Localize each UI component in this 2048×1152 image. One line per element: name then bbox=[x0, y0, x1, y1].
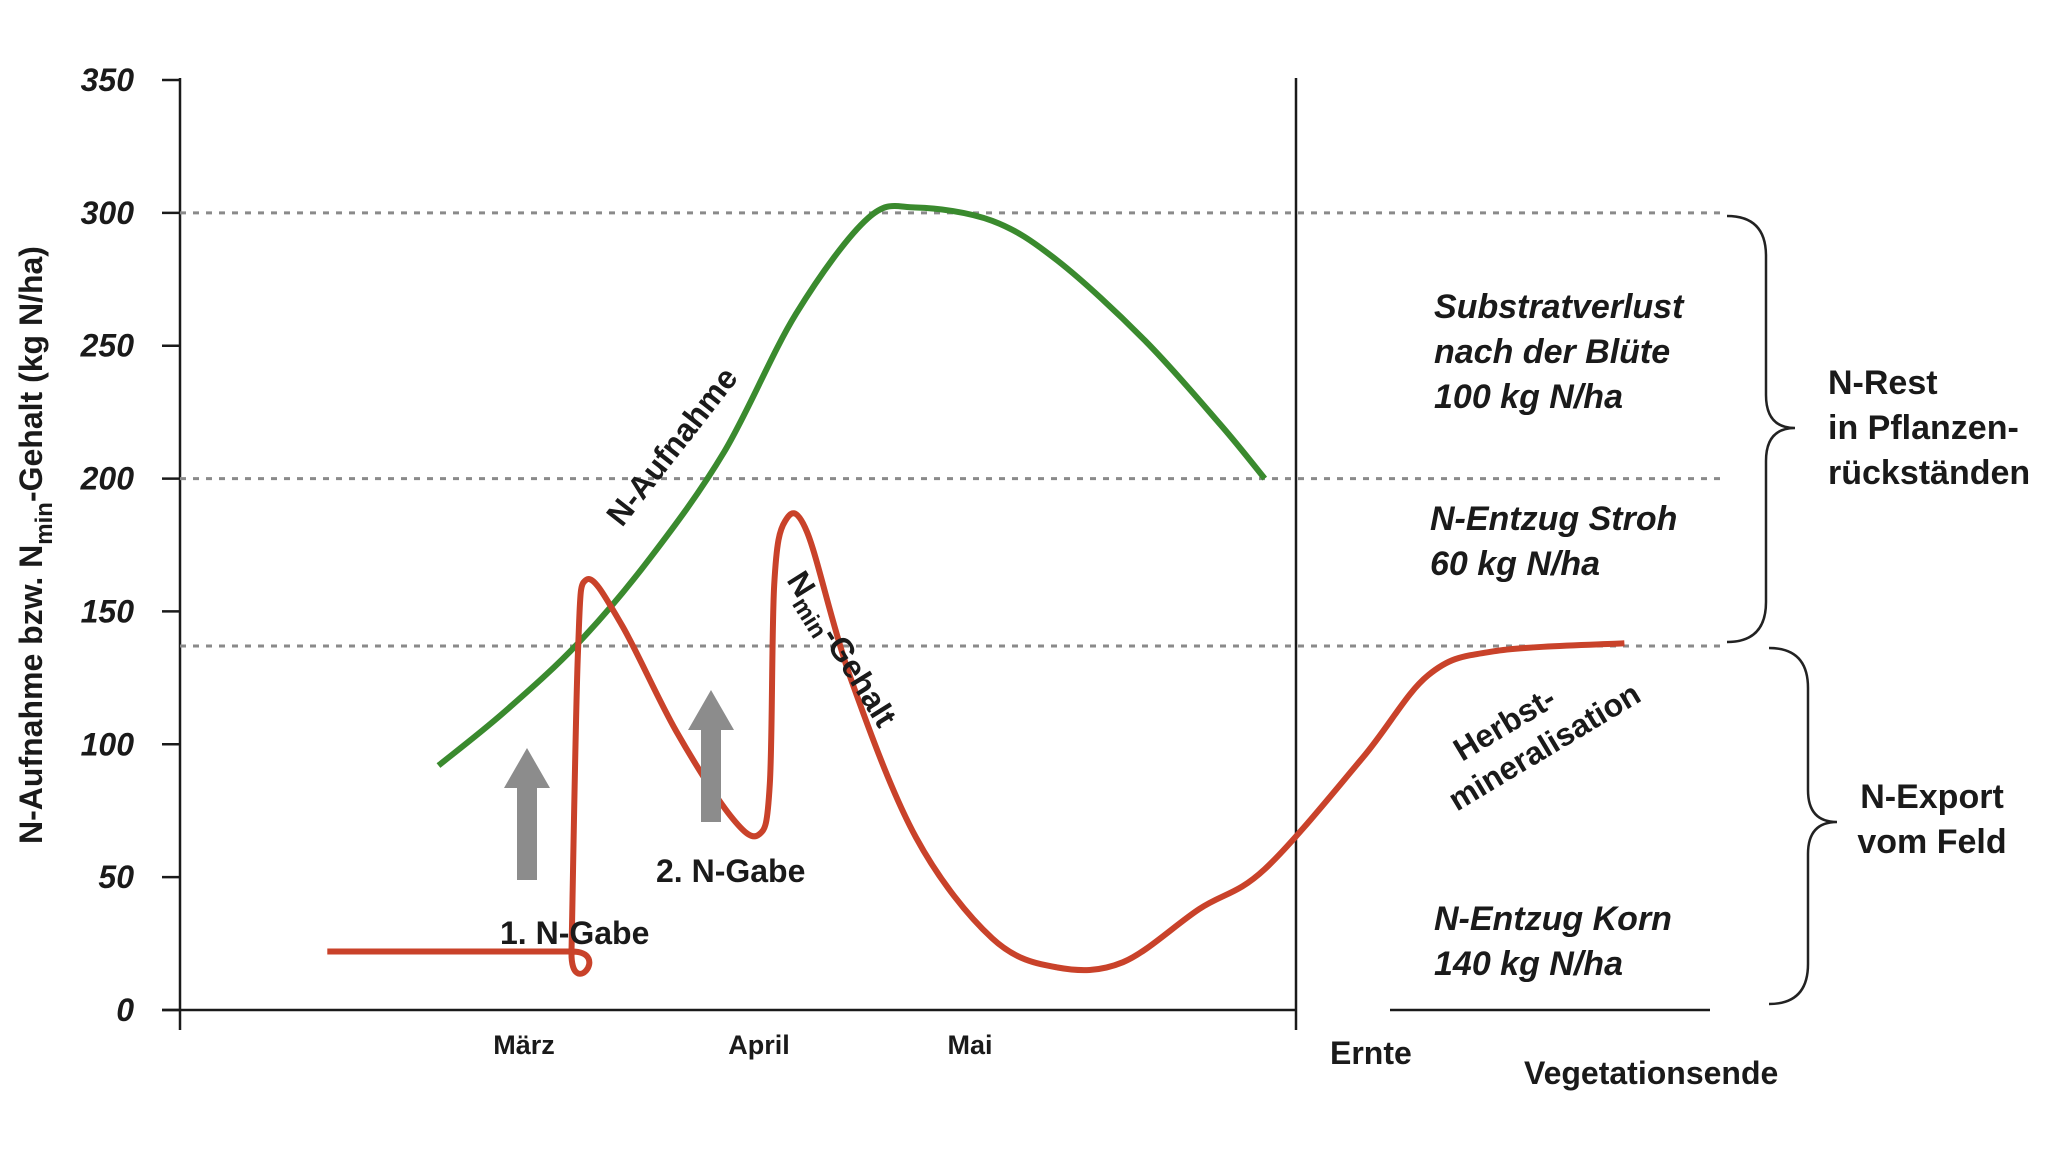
grain-uptake-label: N-Entzug Korn 140 kg N/ha bbox=[1434, 900, 1672, 983]
y-tick-label-150: 150 bbox=[81, 593, 135, 629]
fertilizer-arrow-1 bbox=[504, 748, 550, 880]
y-tick-label-0: 0 bbox=[116, 992, 134, 1028]
substrate-loss-label: Substratverlust nach der Blüte 100 kg N/ha bbox=[1434, 288, 1685, 416]
straw-uptake-label: N-Entzug Stroh 60 kg N/ha bbox=[1430, 500, 1677, 583]
n-export-brace bbox=[1768, 646, 1838, 1006]
second-n-application-label: 2. N-Gabe bbox=[656, 853, 805, 889]
n-rest-brace bbox=[1726, 214, 1796, 644]
n-export-label: N-Export vom Feld bbox=[1857, 778, 2006, 861]
month-label-mai: Mai bbox=[947, 1030, 992, 1060]
harvest-label: Ernte bbox=[1330, 1035, 1412, 1071]
month-label-maerz: März bbox=[493, 1030, 555, 1060]
y-tick-label-100: 100 bbox=[81, 726, 135, 762]
nmin-curve-label: Nmin-Gehalt bbox=[774, 565, 904, 737]
n-uptake-curve-label: N-Aufnahme bbox=[599, 360, 744, 532]
n-rest-label: N-Rest in Pflanzen-rückständen bbox=[1828, 364, 2030, 492]
y-tick-label-200: 200 bbox=[80, 461, 135, 497]
y-axis-label: N-Aufnahme bzw. Nmin-Gehalt (kg N/ha) bbox=[13, 246, 58, 844]
y-tick-label-300: 300 bbox=[81, 195, 135, 231]
vegetation-end-label: Vegetationsende bbox=[1524, 1055, 1778, 1091]
y-tick-label-250: 250 bbox=[80, 328, 135, 364]
y-tick-label-50: 50 bbox=[98, 859, 134, 895]
nmin-content-curve bbox=[327, 510, 1625, 977]
autumn-mineralisation-label: Herbst-mineralisation bbox=[1421, 641, 1646, 818]
month-label-april: April bbox=[728, 1030, 790, 1060]
y-tick-label-350: 350 bbox=[81, 62, 135, 98]
fertilizer-arrow-2 bbox=[688, 690, 734, 822]
first-n-application-label: 1. N-Gabe bbox=[500, 915, 649, 951]
